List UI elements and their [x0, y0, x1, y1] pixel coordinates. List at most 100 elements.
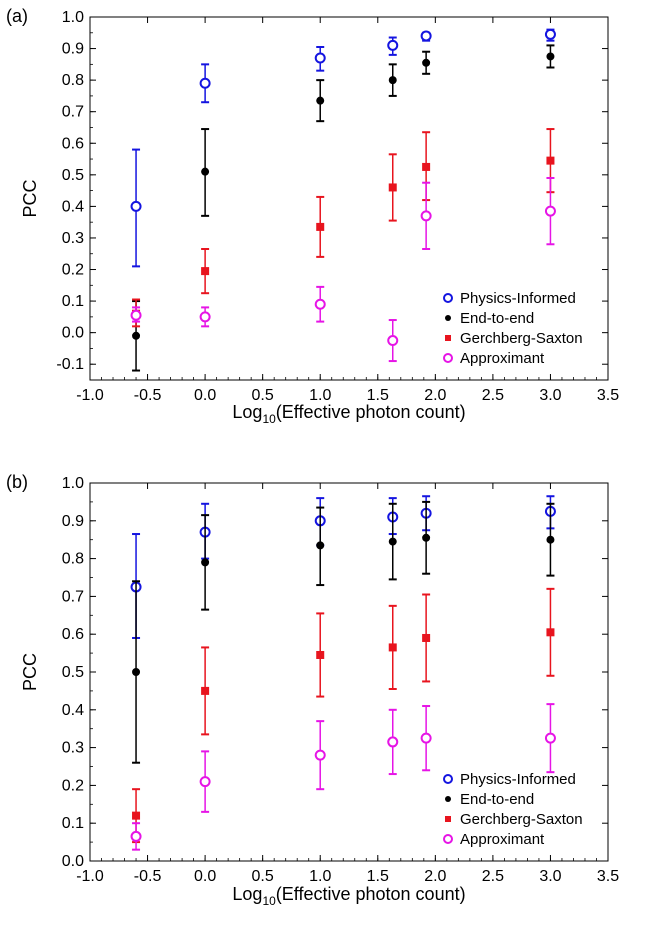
- y-tick-label: 0.6: [62, 135, 84, 152]
- x-axis-label: Log10(Effective photon count): [232, 884, 465, 908]
- legend: Physics-Informed End-to-end Gerchberg-Saxt…: [443, 290, 583, 367]
- legend-item: Physics-Informed: [443, 771, 576, 788]
- plot-frame: [89, 16, 609, 381]
- y-tick-label: 0.5: [62, 664, 84, 681]
- series-approximant: [130, 703, 556, 851]
- legend-marker: [445, 315, 451, 321]
- legend-item: Approximant: [443, 350, 545, 367]
- panel-b: -1.0 -0.5 0.0 0.5 1.0 1.5 2.0 2.5 3.0 3.5 0.0 0.1 0.…: [6, 472, 619, 908]
- y-tick-label: 0.5: [62, 167, 84, 184]
- x-tick-label: -1.0: [76, 387, 104, 404]
- x-tick-label: 3.5: [597, 387, 619, 404]
- series-physics-informed: [130, 28, 556, 268]
- data-point: [388, 76, 397, 85]
- y-tick-label: 0.8: [62, 72, 84, 89]
- legend-label: End-to-end: [460, 791, 534, 808]
- data-point: [201, 686, 210, 695]
- legend-item: Approximant: [443, 831, 545, 848]
- y-tick-label: 0.6: [62, 626, 84, 643]
- data-point: [388, 643, 397, 652]
- legend: Physics-Informed End-to-end Gerchberg-Saxt…: [443, 771, 583, 848]
- legend-label: Approximant: [460, 350, 545, 367]
- y-tick-label: 0.9: [62, 41, 84, 58]
- y-tick-label: 0.0: [62, 853, 84, 870]
- data-point: [132, 811, 141, 820]
- legend-label: Gerchberg-Saxton: [460, 330, 583, 347]
- panel-label: (a): [6, 6, 28, 26]
- y-tick-label: -0.1: [56, 356, 84, 373]
- x-tick-label: 2.0: [424, 868, 446, 885]
- series-end-to-end: [132, 500, 555, 764]
- data-point: [130, 830, 142, 842]
- legend-item: Gerchberg-Saxton: [445, 330, 583, 347]
- legend-marker: [443, 834, 453, 844]
- data-point: [316, 222, 325, 231]
- data-point: [544, 205, 556, 217]
- data-point: [546, 52, 555, 61]
- x-tick-label: -0.5: [134, 868, 162, 885]
- x-tick-label: 2.5: [482, 868, 504, 885]
- data-point: [316, 541, 325, 550]
- legend-marker: [445, 335, 451, 341]
- series-approximant: [130, 176, 556, 363]
- data-point: [422, 633, 431, 642]
- y-tick-label: 1.0: [62, 9, 84, 26]
- data-point: [420, 210, 432, 222]
- legend-label: End-to-end: [460, 310, 534, 327]
- y-axis-label: PCC: [20, 653, 40, 691]
- data-point: [314, 298, 326, 310]
- y-tick-label: 0.3: [62, 740, 84, 757]
- y-tick-label: 0.4: [62, 198, 84, 215]
- data-point: [546, 156, 555, 165]
- y-tick-label: 0.2: [62, 777, 84, 794]
- x-tick-label: 3.0: [539, 868, 561, 885]
- legend-marker: [445, 816, 451, 822]
- y-tick-label: 0.2: [62, 262, 84, 279]
- data-point: [544, 732, 556, 744]
- panel-label: (b): [6, 472, 28, 492]
- y-tick-label: 0.4: [62, 702, 84, 719]
- y-tick-label: 0.7: [62, 104, 84, 121]
- x-tick-label: 3.0: [539, 387, 561, 404]
- x-tick-label: 0.5: [252, 387, 274, 404]
- legend-label: Approximant: [460, 831, 545, 848]
- x-tick-label: 0.0: [194, 387, 216, 404]
- data-point: [132, 331, 141, 340]
- data-point: [201, 558, 210, 567]
- legend-marker: [443, 293, 453, 303]
- x-axis-label: Log10(Effective photon count): [232, 402, 465, 426]
- x-tick-label: 0.0: [194, 868, 216, 885]
- data-point: [387, 335, 399, 347]
- series-physics-informed: [130, 495, 556, 639]
- x-tick-label: -0.5: [134, 387, 162, 404]
- data-point: [388, 537, 397, 546]
- legend-label: Gerchberg-Saxton: [460, 811, 583, 828]
- x-tick-label: 1.5: [367, 387, 389, 404]
- data-point: [422, 58, 431, 67]
- data-point: [132, 668, 141, 676]
- legend-label: Physics-Informed: [460, 771, 576, 788]
- y-tick-label: 0.7: [62, 588, 84, 605]
- data-point: [316, 96, 325, 105]
- x-tick-label: 3.5: [597, 868, 619, 885]
- data-point: [546, 628, 555, 637]
- legend-marker: [443, 353, 453, 363]
- data-point: [422, 162, 431, 171]
- legend-item: Gerchberg-Saxton: [445, 811, 583, 828]
- data-point: [130, 309, 142, 321]
- data-point: [199, 311, 211, 323]
- y-tick-label: 0.1: [62, 293, 84, 310]
- x-tick-label: 1.5: [367, 868, 389, 885]
- data-point: [314, 52, 326, 64]
- y-tick-label: 1.0: [62, 475, 84, 492]
- legend-item: Physics-Informed: [443, 290, 576, 307]
- panel-a: -1.0 -0.5 0.0 0.5 1.0 1.5 2.0 2.5 3.0 3.5 -0.1 0.0 0…: [6, 6, 619, 426]
- x-tick-label: 1.0: [309, 868, 331, 885]
- y-tick-label: 0.3: [62, 230, 84, 247]
- legend-marker: [443, 774, 453, 784]
- legend-item: End-to-end: [445, 310, 534, 327]
- legend-label: Physics-Informed: [460, 290, 576, 307]
- data-point: [199, 776, 211, 788]
- data-point: [199, 77, 211, 89]
